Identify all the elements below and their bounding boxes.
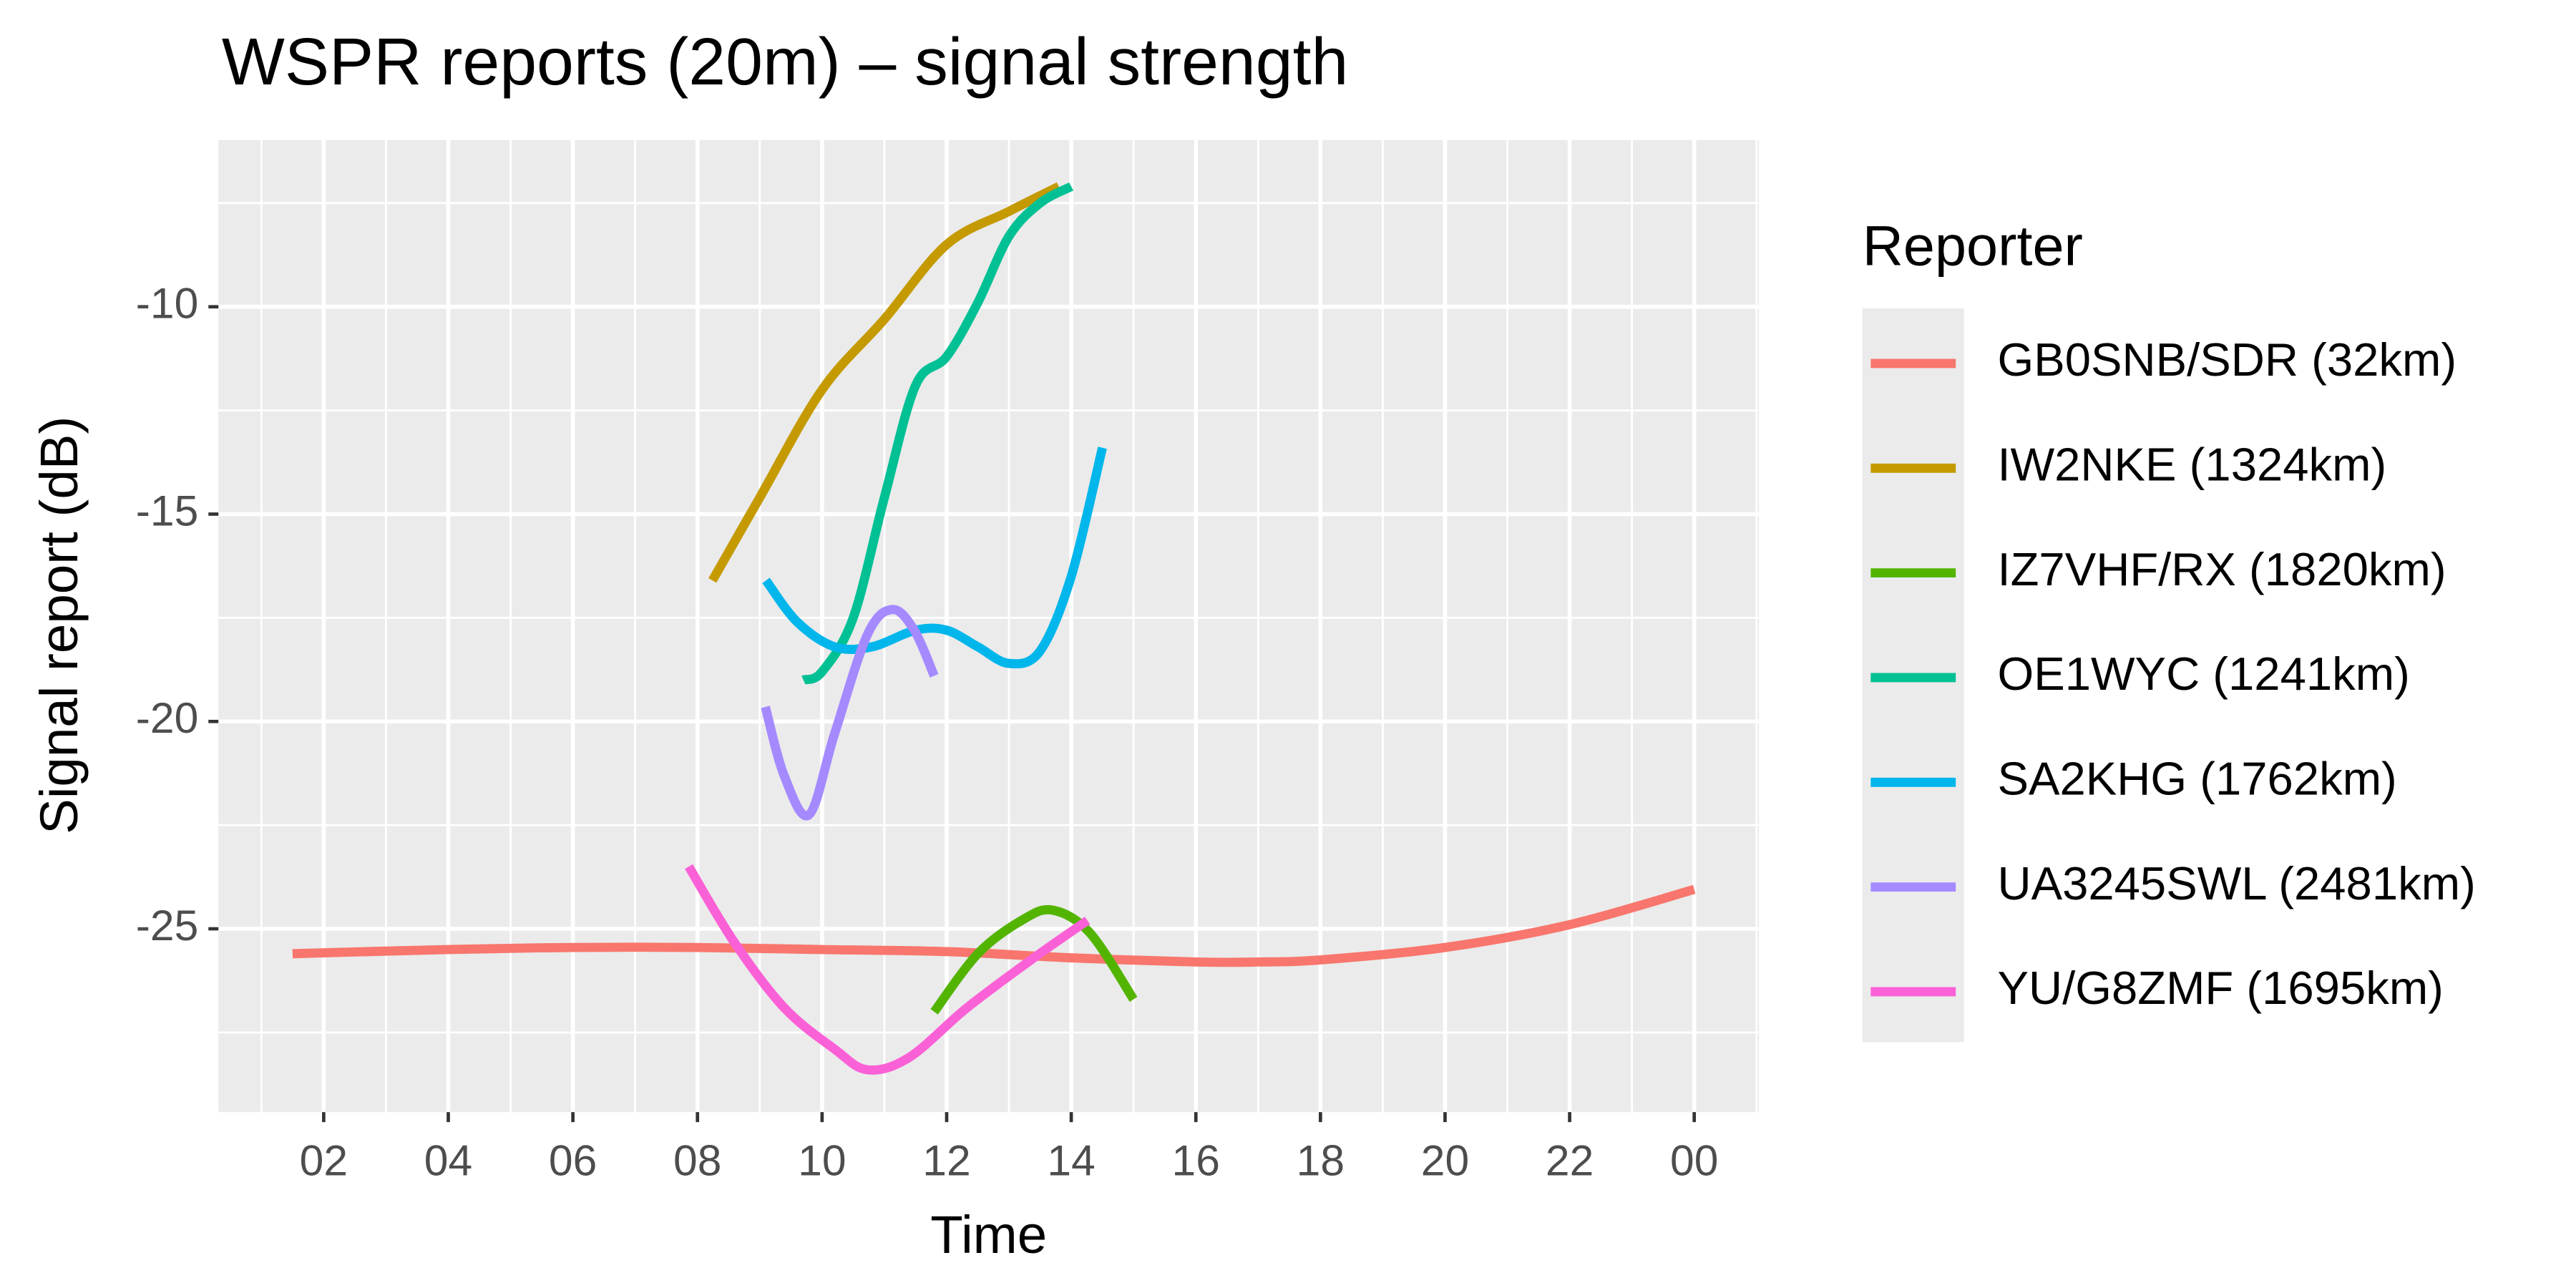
x-tick-label: 12 xyxy=(922,1136,970,1184)
y-axis-title: Signal report (dB) xyxy=(29,416,89,834)
legend-label: IW2NKE (1324km) xyxy=(1997,439,2386,491)
y-tick-label: -15 xyxy=(136,486,199,535)
lines xyxy=(292,182,1696,1075)
series-line xyxy=(930,904,1138,1015)
series-line xyxy=(801,182,1074,685)
legend-label: GB0SNB/SDR (32km) xyxy=(1997,333,2457,386)
x-tick-label: 08 xyxy=(673,1136,721,1184)
x-axis-title: Time xyxy=(930,1205,1047,1264)
y-tick-label: -25 xyxy=(136,901,199,950)
series-line xyxy=(685,864,1091,1075)
y-tick-label: -10 xyxy=(136,279,199,328)
legend-title: Reporter xyxy=(1863,213,2083,277)
x-tick-label: 06 xyxy=(549,1136,597,1184)
x-tick-label: 20 xyxy=(1421,1136,1469,1184)
series-line xyxy=(761,605,939,821)
x-tick-label: 18 xyxy=(1297,1136,1345,1184)
chart-title: WSPR reports (20m) – signal strength xyxy=(222,24,1348,99)
legend-label: SA2KHG (1762km) xyxy=(1997,753,2396,805)
y-tick-label: -20 xyxy=(136,693,199,742)
legend-label: YU/G8ZMF (1695km) xyxy=(1997,962,2443,1014)
x-tick-label: 22 xyxy=(1546,1136,1594,1184)
legend-label: IZ7VHF/RX (1820km) xyxy=(1997,543,2446,595)
x-tick-label: 10 xyxy=(798,1136,846,1184)
x-tick-label: 00 xyxy=(1670,1136,1718,1184)
x-tick-label: 02 xyxy=(300,1136,348,1184)
x-tick-label: 14 xyxy=(1047,1136,1095,1184)
x-tick-label: 04 xyxy=(424,1136,472,1184)
legend-label: OE1WYC (1241km) xyxy=(1997,648,2409,700)
legend-label: UA3245SWL (2481km) xyxy=(1997,857,2475,909)
series-line xyxy=(708,182,1061,583)
series-line xyxy=(762,447,1107,669)
legend: GB0SNB/SDR (32km) IW2NKE (1324km) IZ7VHF/R… xyxy=(1870,333,2476,1014)
x-tick-label: 16 xyxy=(1172,1136,1220,1184)
